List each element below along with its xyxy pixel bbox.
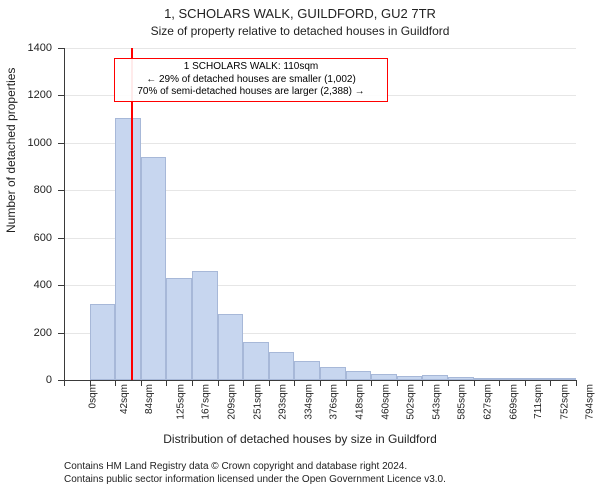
x-tick-label: 251sqm (252, 384, 263, 420)
x-tick-label: 376sqm (329, 384, 340, 420)
x-tick-label: 418sqm (355, 384, 366, 420)
y-tick-label: 400 (34, 279, 52, 291)
x-tick-label: 125sqm (175, 384, 186, 420)
x-tick-label: 167sqm (201, 384, 212, 420)
x-tick-label: 794sqm (585, 384, 596, 420)
annotation-line: 1 SCHOLARS WALK: 110sqm (121, 61, 381, 74)
x-tick-label: 209sqm (227, 384, 238, 420)
histogram-bar (218, 314, 244, 380)
x-tick-label: 293sqm (278, 384, 289, 420)
x-tick-label: 669sqm (508, 384, 519, 420)
histogram-bar (141, 157, 167, 380)
histogram-bar (192, 271, 218, 380)
grid-line (64, 48, 576, 49)
x-tick-label: 334sqm (303, 384, 314, 420)
annotation-box: 1 SCHOLARS WALK: 110sqm← 29% of detached… (114, 58, 388, 102)
y-tick-label: 0 (46, 374, 52, 386)
grid-line (64, 143, 576, 144)
histogram-bar (320, 367, 346, 380)
histogram-bar (115, 118, 141, 380)
x-tick-label: 502sqm (406, 384, 417, 420)
y-tick-label: 200 (34, 327, 52, 339)
histogram-bar (346, 371, 372, 380)
attribution-footer: Contains HM Land Registry data © Crown c… (64, 460, 446, 486)
footer-line-2: Contains public sector information licen… (64, 473, 446, 486)
histogram-bar (269, 352, 295, 380)
y-tick-label: 1200 (28, 89, 52, 101)
y-tick-label: 1400 (28, 42, 52, 54)
y-axis-label: Number of detached properties (4, 68, 18, 233)
annotation-line: ← 29% of detached houses are smaller (1,… (121, 74, 381, 87)
x-tick-label: 585sqm (457, 384, 468, 420)
y-tick-label: 800 (34, 184, 52, 196)
footer-line-1: Contains HM Land Registry data © Crown c… (64, 460, 446, 473)
page-title: 1, SCHOLARS WALK, GUILDFORD, GU2 7TR (0, 6, 600, 21)
chart-plot-area: 02004006008001000120014000sqm42sqm84sqm1… (64, 48, 576, 380)
x-tick-label: 711sqm (533, 384, 544, 419)
histogram-bar (243, 342, 269, 380)
histogram-bar (90, 304, 116, 380)
y-tick-label: 600 (34, 232, 52, 244)
x-axis-line (64, 380, 576, 381)
annotation-line: 70% of semi-detached houses are larger (… (121, 86, 381, 99)
histogram-bar (294, 361, 320, 380)
y-axis-line (64, 48, 65, 380)
page: 1, SCHOLARS WALK, GUILDFORD, GU2 7TR Siz… (0, 0, 600, 500)
y-tick-label: 1000 (28, 137, 52, 149)
histogram-bar (166, 278, 192, 380)
x-tick-label: 543sqm (431, 384, 442, 420)
x-tick-label: 0sqm (87, 384, 98, 408)
x-tick-mark (576, 380, 577, 386)
x-axis-label: Distribution of detached houses by size … (0, 432, 600, 446)
x-tick-label: 42sqm (119, 384, 130, 414)
x-tick-label: 84sqm (144, 384, 155, 414)
page-subtitle: Size of property relative to detached ho… (0, 24, 600, 38)
x-tick-label: 627sqm (483, 384, 494, 420)
x-tick-label: 752sqm (559, 384, 570, 420)
x-tick-label: 460sqm (380, 384, 391, 420)
